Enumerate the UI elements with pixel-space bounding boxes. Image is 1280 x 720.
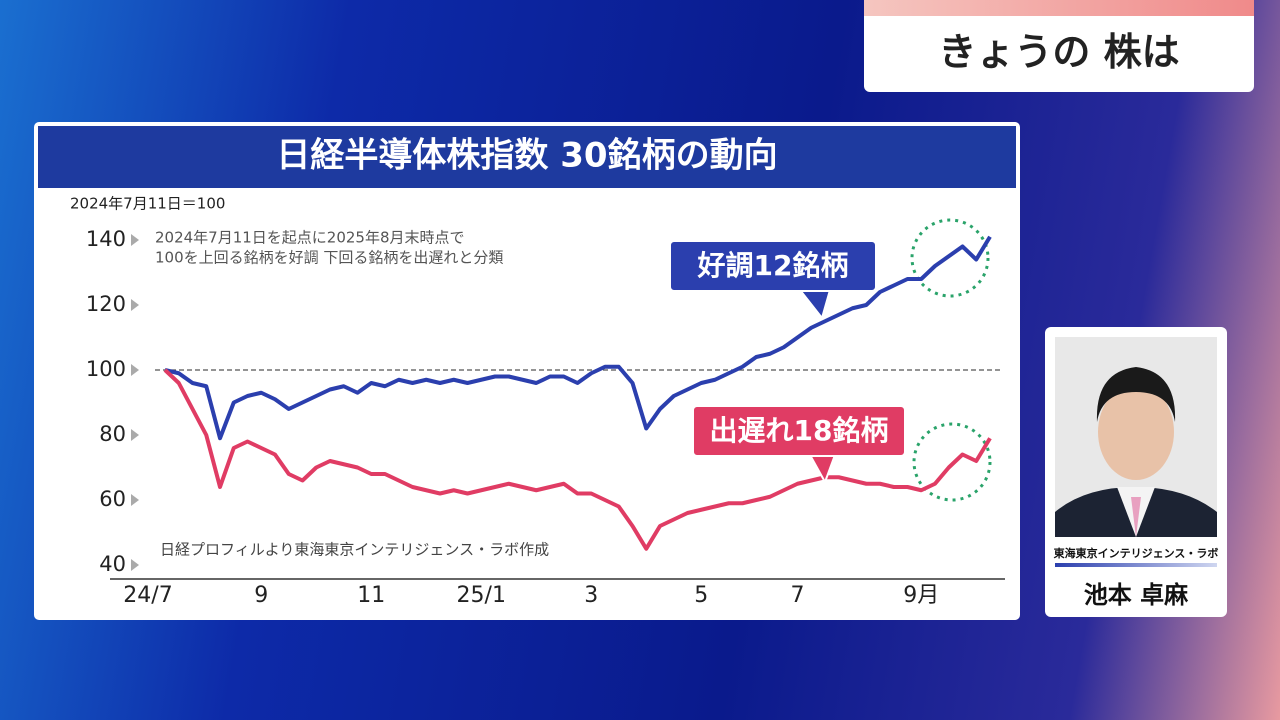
callout-box	[692, 405, 906, 457]
y-tick-mark	[131, 299, 139, 311]
highlight-circle	[912, 422, 992, 502]
y-tick-mark	[131, 494, 139, 506]
x-tick-label: 11	[357, 583, 385, 608]
chart-subtitle: 2024年7月11日＝100	[70, 195, 225, 213]
y-tick-mark	[131, 559, 139, 571]
header: きょうの 株は	[864, 0, 1254, 92]
chart: 日経半導体株指数 30銘柄の動向 2024年7月11日＝100 2024年7月1…	[38, 126, 1016, 608]
y-tick-label: 120	[86, 292, 126, 316]
y-tick-mark	[131, 429, 139, 441]
note: 100を上回る銘柄を好調 下回る銘柄を出遅れと分類	[155, 249, 503, 267]
chart-title: 日経半導体株指数 30銘柄の動向	[276, 136, 777, 176]
x-tick-label: 7	[791, 583, 805, 608]
header-title: きょうの 株は	[938, 30, 1180, 74]
y-tick-mark	[131, 364, 139, 376]
presenter-affiliation: 東海東京インテリジェンス・ラボ	[1053, 547, 1219, 560]
presenter-photo	[1055, 337, 1217, 537]
x-tick-label: 9月	[903, 583, 939, 608]
chart-card: 日経半導体株指数 30銘柄の動向 2024年7月11日＝100 2024年7月1…	[34, 122, 1020, 620]
callout-box	[669, 240, 877, 292]
y-tick-label: 60	[99, 487, 126, 511]
x-tick-label: 5	[694, 583, 708, 608]
presenter-card: 東海東京インテリジェンス・ラボ 池本 卓麻	[1045, 327, 1227, 617]
divider	[1055, 563, 1217, 567]
callout-tail	[797, 289, 832, 321]
source: 日経プロフィルより東海東京インテリジェンス・ラボ作成	[160, 541, 549, 559]
presenter-name: 池本 卓麻	[1083, 581, 1189, 609]
y-tick-label: 140	[86, 227, 126, 251]
y-tick-mark	[131, 234, 139, 246]
series-line	[164, 235, 992, 441]
x-tick-label: 9	[254, 583, 268, 608]
y-tick-label: 100	[86, 357, 126, 381]
legend-label: 好調12銘柄	[697, 249, 849, 282]
note: 2024年7月11日を起点に2025年8月末時点で	[155, 229, 465, 247]
highlight-circle	[910, 218, 990, 298]
title-bar	[38, 126, 1016, 188]
x-tick-label: 3	[584, 583, 598, 608]
legend-label: 出遅れ18銘柄	[710, 414, 889, 447]
x-tick-label: 24/7	[123, 583, 172, 608]
y-tick-label: 80	[99, 422, 126, 446]
x-tick-label: 25/1	[457, 583, 506, 608]
y-tick-label: 40	[99, 552, 126, 576]
series-line	[163, 368, 992, 551]
